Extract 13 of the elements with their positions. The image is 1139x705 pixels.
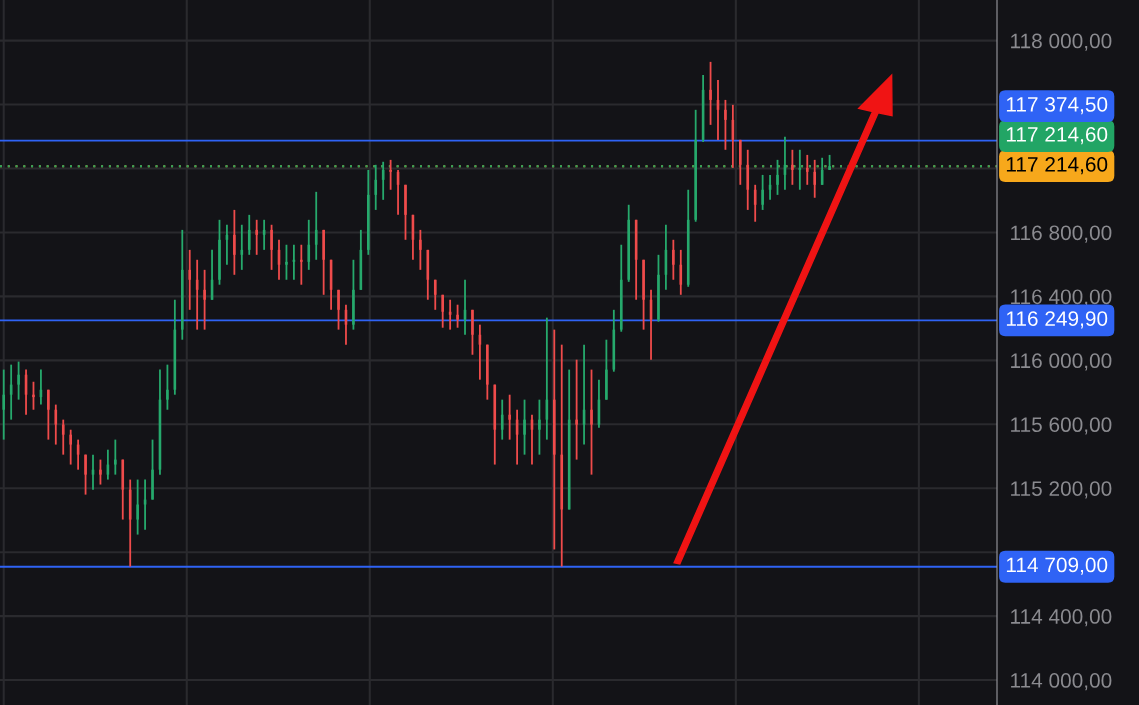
y-tick-label: 115 600,00 <box>1011 417 1112 435</box>
y-tick-label: 116 800,00 <box>1011 225 1112 243</box>
y-tick-label: 116 400,00 <box>1011 289 1112 307</box>
ref-line-label: 116 249,90 <box>1006 311 1108 329</box>
y-tick-label: 118 000,00 <box>1011 33 1112 51</box>
y-tick-label: 114 400,00 <box>1011 609 1112 627</box>
ref-line-label: 117 214,60 <box>1006 127 1108 145</box>
ref-line-label: 117 374,50 <box>1006 97 1108 115</box>
ref-line-label: 117 214,60 <box>1006 157 1108 175</box>
ref-line-label: 114 709,00 <box>1006 557 1108 575</box>
y-tick-label: 116 000,00 <box>1011 353 1112 371</box>
y-tick-label: 115 200,00 <box>1011 481 1112 499</box>
y-tick-label: 114 000,00 <box>1011 673 1112 691</box>
